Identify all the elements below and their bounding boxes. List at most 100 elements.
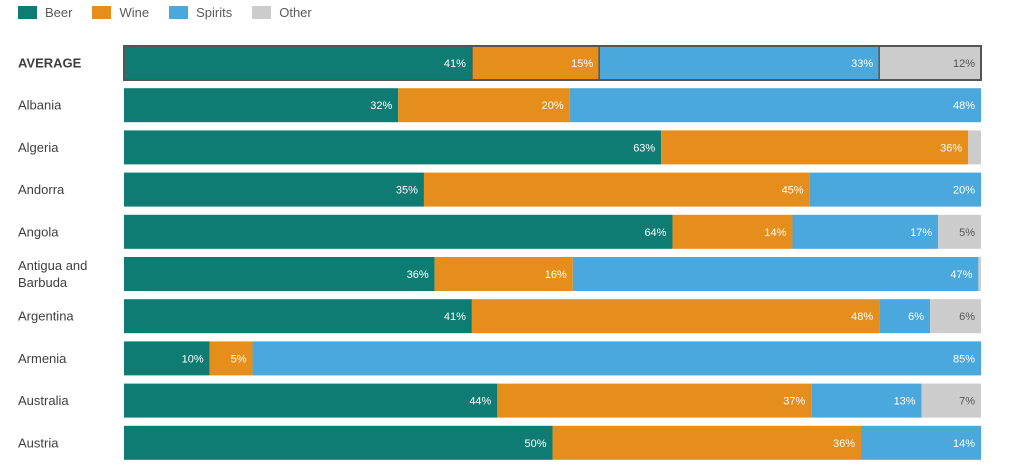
bar-segment-other-australia [921, 383, 981, 418]
bar-row-angola: Angola 64% 14% 17% 5% [18, 214, 981, 249]
bar-segment-wine-antigua-and-barbuda [434, 257, 573, 291]
data-label-other-argentina: 6% [959, 311, 975, 323]
row-label-antigua-and-barbuda: Antigua and Barbuda [18, 258, 87, 290]
bar-segment-spirits-angola [792, 214, 939, 249]
row-label-austria: Austria [18, 435, 59, 450]
data-label-beer-antigua-and-barbuda: 36% [407, 269, 429, 281]
legend-item-wine: Wine [92, 5, 149, 20]
bar-segment-beer-angola [124, 214, 673, 249]
bar-segment-spirits-australia [811, 383, 922, 418]
legend-label-beer: Beer [45, 5, 73, 20]
data-label-spirits-armenia: 85% [953, 353, 975, 365]
data-label-other-average: 12% [953, 58, 975, 70]
data-label-other-angola: 5% [959, 227, 975, 239]
bar-row-antigua-and-barbuda: Antigua and Barbuda 36% 16% 47% [18, 257, 981, 291]
bar-segment-wine-algeria [661, 130, 969, 165]
bar-row-albania: Albania 32% 20% 48% [18, 88, 981, 123]
data-label-wine-andorra: 45% [782, 185, 804, 197]
legend-item-beer: Beer [18, 5, 72, 20]
bar-segment-other-argentina [930, 299, 981, 334]
data-label-beer-austria: 50% [524, 438, 546, 450]
data-label-spirits-antigua-and-barbuda: 47% [950, 269, 972, 281]
legend-label-spirits: Spirits [196, 5, 233, 20]
data-label-spirits-andorra: 20% [953, 185, 975, 197]
legend-label-wine: Wine [119, 5, 150, 20]
data-label-wine-austria: 36% [833, 438, 855, 450]
data-label-beer-albania: 32% [370, 100, 392, 112]
data-label-spirits-average: 33% [851, 58, 873, 70]
row-label-andorra: Andorra [18, 182, 65, 197]
row-label-algeria: Algeria [18, 140, 59, 155]
bar-segment-wine-albania [398, 88, 570, 123]
legend-swatch-other [252, 6, 272, 19]
bar-segment-spirits-armenia [252, 341, 982, 376]
bar-segment-beer-armenia [124, 341, 210, 376]
data-label-wine-angola: 14% [764, 227, 786, 239]
bar-segment-wine-armenia [209, 341, 253, 376]
bar-segment-wine-angola [672, 214, 793, 249]
bar-segment-spirits-andorra [809, 172, 981, 207]
bar-segment-wine-austria [552, 425, 862, 460]
row-label-angola: Angola [18, 224, 59, 239]
bar-segment-beer-australia [124, 383, 498, 418]
bar-row-algeria: Algeria 63% 36% [18, 130, 981, 165]
row-label-armenia: Armenia [18, 351, 67, 366]
data-label-wine-albania: 20% [542, 100, 564, 112]
data-label-spirits-argentina: 6% [908, 311, 924, 323]
legend-swatch-spirits [169, 6, 189, 19]
bar-segment-beer-average [124, 46, 472, 80]
data-label-beer-andorra: 35% [396, 185, 418, 197]
bar-row-andorra: Andorra 35% 45% 20% [18, 172, 981, 207]
legend-item-other: Other [252, 5, 312, 20]
legend-label-other: Other [279, 5, 312, 20]
data-label-beer-argentina: 41% [444, 311, 466, 323]
data-label-wine-australia: 37% [783, 396, 805, 408]
bar-segment-other-average [879, 46, 981, 80]
bar-segment-wine-average [471, 46, 600, 80]
average-bar-outline [123, 45, 982, 81]
bar-segment-beer-algeria [124, 130, 662, 165]
row-label-australia: Australia [18, 393, 69, 408]
bar-row-average: AVERAGE 41% 15% 33% 12% [18, 45, 982, 81]
bar-segment-beer-albania [124, 88, 399, 123]
data-label-spirits-albania: 48% [953, 100, 975, 112]
row-label-average: AVERAGE [18, 56, 82, 71]
chart-legend: Beer Wine Spirits Other [18, 5, 332, 20]
data-label-beer-armenia: 10% [182, 353, 204, 365]
bar-segment-spirits-antigua-and-barbuda [572, 257, 979, 291]
bar-segment-beer-argentina [124, 299, 472, 334]
bar-segment-spirits-argentina [879, 299, 931, 334]
bar-segment-wine-australia [497, 383, 812, 418]
bar-segment-spirits-albania [569, 88, 981, 123]
data-label-wine-argentina: 48% [851, 311, 873, 323]
data-label-wine-algeria: 36% [940, 142, 962, 154]
data-label-beer-algeria: 63% [633, 142, 655, 154]
row-label-argentina: Argentina [18, 309, 74, 324]
legend-item-spirits: Spirits [169, 5, 232, 20]
data-label-spirits-angola: 17% [910, 227, 932, 239]
bar-segment-beer-antigua-and-barbuda [124, 257, 435, 291]
bar-row-armenia: Armenia 10% 5% 85% [18, 341, 982, 376]
legend-swatch-beer [18, 6, 37, 19]
data-label-spirits-austria: 14% [953, 438, 975, 450]
data-label-wine-armenia: 5% [231, 353, 247, 365]
bar-segment-other-algeria [968, 130, 981, 165]
row-label-albania: Albania [18, 98, 62, 113]
bar-segment-other-angola [938, 214, 981, 249]
bar-segment-wine-andorra [423, 172, 810, 207]
data-label-beer-australia: 44% [469, 396, 491, 408]
data-label-wine-antigua-and-barbuda: 16% [545, 269, 567, 281]
bar-segment-beer-andorra [124, 172, 424, 207]
data-label-other-australia: 7% [959, 396, 975, 408]
bar-segment-spirits-average [599, 46, 880, 80]
bar-segment-other-antigua-and-barbuda [978, 257, 981, 291]
bar-segment-spirits-austria [861, 425, 981, 460]
bar-row-austria: Austria 50% 36% 14% [18, 425, 981, 460]
bar-row-australia: Australia 44% 37% 13% 7% [18, 383, 981, 418]
data-label-wine-average: 15% [571, 58, 593, 70]
data-label-beer-angola: 64% [644, 227, 666, 239]
bar-segment-beer-austria [124, 425, 553, 460]
data-label-spirits-australia: 13% [894, 396, 916, 408]
bar-row-argentina: Argentina 41% 48% 6% 6% [18, 299, 981, 334]
